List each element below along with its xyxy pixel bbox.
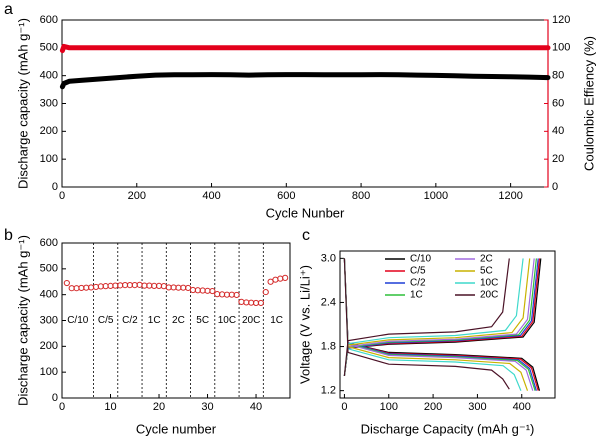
y2-tick-label: 100 <box>552 42 570 54</box>
y-tick-label: 0 <box>52 392 58 404</box>
data-point <box>277 275 284 282</box>
x-tick-label: 0 <box>341 401 347 413</box>
legend-label: 1C <box>410 290 423 301</box>
y-tick-label: 100 <box>40 366 58 378</box>
data-point <box>63 279 70 287</box>
y2-tick-label: 0 <box>552 181 558 193</box>
y-tick-label: 600 <box>40 14 58 26</box>
data-point <box>262 288 269 296</box>
y2-tick-label: 60 <box>552 97 564 109</box>
x-axis-label: Cycle Nunber <box>266 205 345 220</box>
data-point <box>209 287 216 295</box>
y-tick-label: 100 <box>40 153 58 165</box>
x-tick-label: 1200 <box>498 190 522 202</box>
rate-label: C/10 <box>67 315 89 326</box>
data-point <box>257 299 264 307</box>
y-tick-label: 0 <box>52 181 58 193</box>
y-tick-label: 300 <box>40 97 58 109</box>
x-tick-label: 1000 <box>424 190 448 202</box>
x-tick-label: 40 <box>250 401 262 413</box>
data-point <box>233 291 240 299</box>
y-tick-label: 300 <box>40 314 58 326</box>
legend-label: 2C <box>480 254 493 265</box>
x-tick-label: 300 <box>468 401 486 413</box>
rate-label: 20C <box>242 315 260 326</box>
x-tick-label: 10 <box>104 401 116 413</box>
y-tick-label: 500 <box>40 42 58 54</box>
y-tick-label: 1.8 <box>321 340 336 352</box>
rate-label: 5C <box>196 315 209 326</box>
y2-tick-label: 20 <box>552 153 564 165</box>
y-tick-label: 400 <box>40 70 58 82</box>
x-tick-label: 800 <box>352 190 370 202</box>
rate-label: 10C <box>218 315 236 326</box>
data-line <box>59 43 551 54</box>
legend-label: 5C <box>480 266 493 277</box>
y-tick-label: 200 <box>40 125 58 137</box>
data-point <box>282 274 289 281</box>
y-tick-label: 400 <box>40 289 58 301</box>
discharge-curve <box>343 258 537 391</box>
y-axis-label: Discharge capacity (mAh g⁻¹) <box>15 18 30 189</box>
x-tick-label: 20 <box>153 401 165 413</box>
discharge-curve <box>343 258 534 391</box>
x-tick-label: 400 <box>513 401 531 413</box>
legend-label: 20C <box>480 290 498 301</box>
y-axis-label: Voltage (V vs. Li/Li⁺) <box>297 265 312 384</box>
x-tick-label: 200 <box>128 190 146 202</box>
x-tick-label: 400 <box>202 190 220 202</box>
plot-frame <box>61 19 549 188</box>
y-axis-label: Discharge capacity (mAh g⁻¹) <box>15 235 30 406</box>
x-tick-label: 200 <box>424 401 442 413</box>
panel-letter: b <box>4 227 13 244</box>
plot-frame <box>339 250 556 399</box>
charge-curve <box>343 258 510 376</box>
rate-label: 1C <box>270 315 283 326</box>
y2-tick-label: 40 <box>552 125 564 137</box>
panel-letter: c <box>302 227 310 244</box>
data-line <box>59 72 551 90</box>
x-axis-label: Discharge Capacity (mAh g⁻¹) <box>361 421 535 436</box>
rate-label: 1C <box>148 315 161 326</box>
legend-label: C/10 <box>410 254 432 265</box>
y2-tick-label: 120 <box>552 14 570 26</box>
rate-label: C/2 <box>122 315 138 326</box>
x-tick-label: 100 <box>380 401 398 413</box>
y2-axis-label: Coulombic Effiency (%) <box>581 36 596 171</box>
x-tick-label: 30 <box>201 401 213 413</box>
rate-label: C/5 <box>98 315 114 326</box>
data-point <box>272 276 279 283</box>
x-tick-label: 600 <box>277 190 295 202</box>
x-tick-label: 0 <box>59 401 65 413</box>
legend-label: 10C <box>480 278 498 289</box>
y-tick-label: 600 <box>40 237 58 249</box>
legend-label: C/2 <box>410 278 426 289</box>
panel-letter: a <box>4 1 13 18</box>
y-tick-label: 3.0 <box>321 252 336 264</box>
y-tick-label: 2.4 <box>321 296 336 308</box>
y-tick-label: 1.2 <box>321 385 336 397</box>
rate-label: 2C <box>172 315 185 326</box>
x-axis-label: Cycle number <box>136 421 217 436</box>
discharge-curve <box>343 258 529 391</box>
y-tick-label: 200 <box>40 340 58 352</box>
legend-label: C/5 <box>410 266 426 277</box>
x-tick-label: 0 <box>59 190 65 202</box>
y2-tick-label: 80 <box>552 70 564 82</box>
y-tick-label: 500 <box>40 263 58 275</box>
discharge-curve <box>343 258 510 390</box>
